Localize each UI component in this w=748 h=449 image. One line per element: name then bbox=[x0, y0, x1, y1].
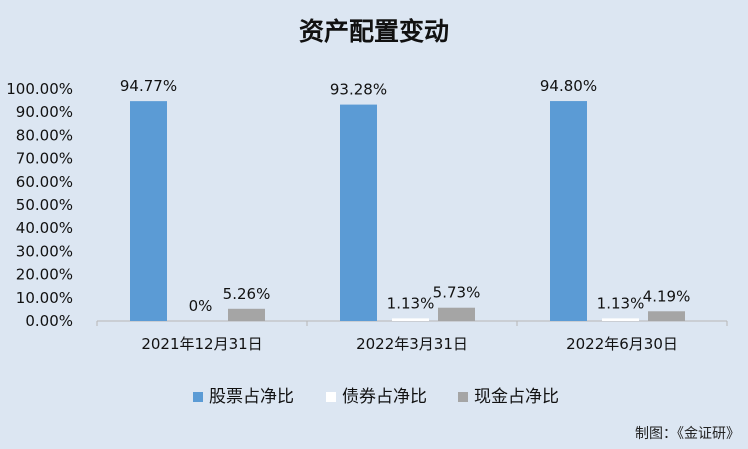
data-label: 1.13% bbox=[387, 294, 435, 312]
bar-3 bbox=[438, 307, 475, 321]
y-tick-label: 10.00% bbox=[16, 289, 73, 307]
legend-swatch bbox=[326, 392, 336, 402]
bar-2 bbox=[392, 318, 429, 321]
source-note: 制图：《金证研》 bbox=[635, 426, 740, 442]
y-tick-label: 0.00% bbox=[25, 312, 73, 330]
y-tick-label: 90.00% bbox=[16, 103, 73, 121]
x-tick-label: 2022年3月31日 bbox=[356, 335, 468, 353]
data-label: 94.80% bbox=[540, 77, 597, 95]
bar-1 bbox=[550, 101, 587, 322]
legend-label: 股票占净比 bbox=[209, 387, 294, 407]
legend-label: 现金占净比 bbox=[474, 387, 559, 407]
data-label: 4.19% bbox=[643, 287, 691, 305]
y-tick-label: 40.00% bbox=[16, 219, 73, 237]
data-label: 94.77% bbox=[120, 77, 177, 95]
y-tick-label: 20.00% bbox=[16, 266, 73, 284]
data-label: 93.28% bbox=[330, 81, 387, 99]
bar-1 bbox=[340, 104, 377, 322]
data-label: 0% bbox=[189, 297, 213, 315]
y-tick-label: 30.00% bbox=[16, 242, 73, 260]
data-label: 1.13% bbox=[597, 294, 645, 312]
y-tick-label: 70.00% bbox=[16, 150, 73, 168]
y-tick-label: 80.00% bbox=[16, 126, 73, 144]
y-tick-label: 100.00% bbox=[6, 80, 73, 98]
bar-2 bbox=[602, 318, 639, 321]
legend-swatch bbox=[193, 392, 203, 402]
data-label: 5.26% bbox=[223, 285, 271, 303]
bar-3 bbox=[228, 308, 265, 321]
x-tick-label: 2022年6月30日 bbox=[566, 335, 678, 353]
legend-label: 债券占净比 bbox=[342, 387, 427, 407]
data-label: 5.73% bbox=[433, 284, 481, 302]
bar-1 bbox=[130, 101, 167, 321]
chart-title: 资产配置变动 bbox=[299, 17, 449, 46]
legend-swatch bbox=[458, 392, 468, 402]
y-tick-label: 50.00% bbox=[16, 196, 73, 214]
x-tick-label: 2021年12月31日 bbox=[141, 335, 262, 353]
bar-3 bbox=[648, 311, 685, 321]
y-tick-label: 60.00% bbox=[16, 173, 73, 191]
